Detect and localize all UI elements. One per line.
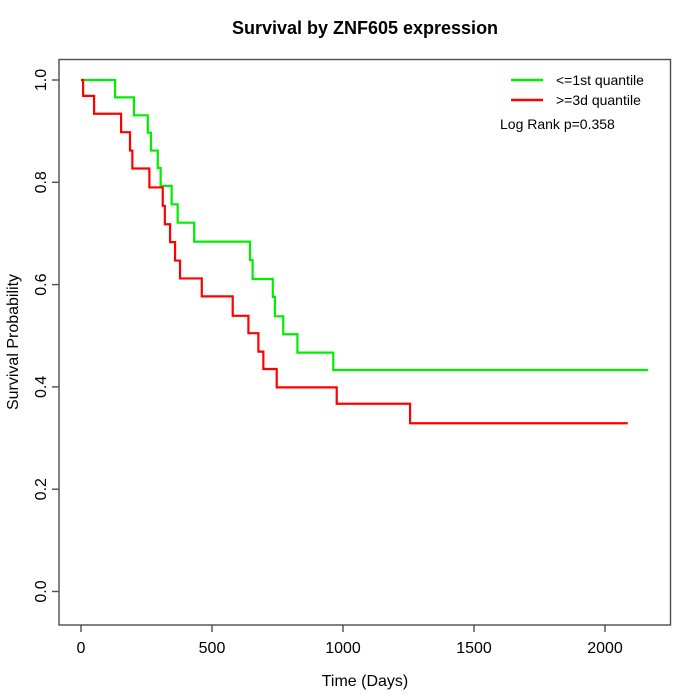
y-tick-label: 0.8 — [33, 171, 50, 193]
plot-box — [58, 58, 672, 626]
legend: <=1st quantile >=3d quantile Log Rank p=… — [500, 72, 644, 132]
y-axis-ticks: 0.0 0.2 0.4 0.6 0.8 1.0 — [33, 69, 59, 603]
y-tick-label: 1.0 — [33, 69, 50, 91]
y-tick-label: 0.4 — [33, 376, 50, 398]
x-tick-label: 500 — [199, 640, 226, 657]
survival-curves — [81, 78, 649, 425]
x-tick-label: 0 — [77, 640, 86, 657]
legend-label-3d-quantile: >=3d quantile — [556, 92, 641, 108]
legend-label-1st-quantile: <=1st quantile — [556, 72, 644, 88]
x-tick-label: 2000 — [587, 640, 623, 657]
x-axis-title: Time (Days) — [322, 673, 409, 690]
y-tick-label: 0.2 — [33, 478, 50, 500]
survival-curve-1st-quantile — [81, 78, 649, 372]
y-tick-label: 0.6 — [33, 273, 50, 295]
chart-title: Survival by ZNF605 expression — [232, 18, 498, 38]
y-axis-title: Survival Probability — [5, 274, 22, 410]
y-tick-label: 0.0 — [33, 580, 50, 602]
survival-curve-3d-quantile — [81, 78, 628, 425]
x-axis-ticks: 0 500 1000 1500 2000 — [77, 625, 623, 657]
x-tick-label: 1500 — [456, 640, 492, 657]
logrank-annotation: Log Rank p=0.358 — [500, 116, 615, 132]
x-tick-label: 1000 — [325, 640, 361, 657]
